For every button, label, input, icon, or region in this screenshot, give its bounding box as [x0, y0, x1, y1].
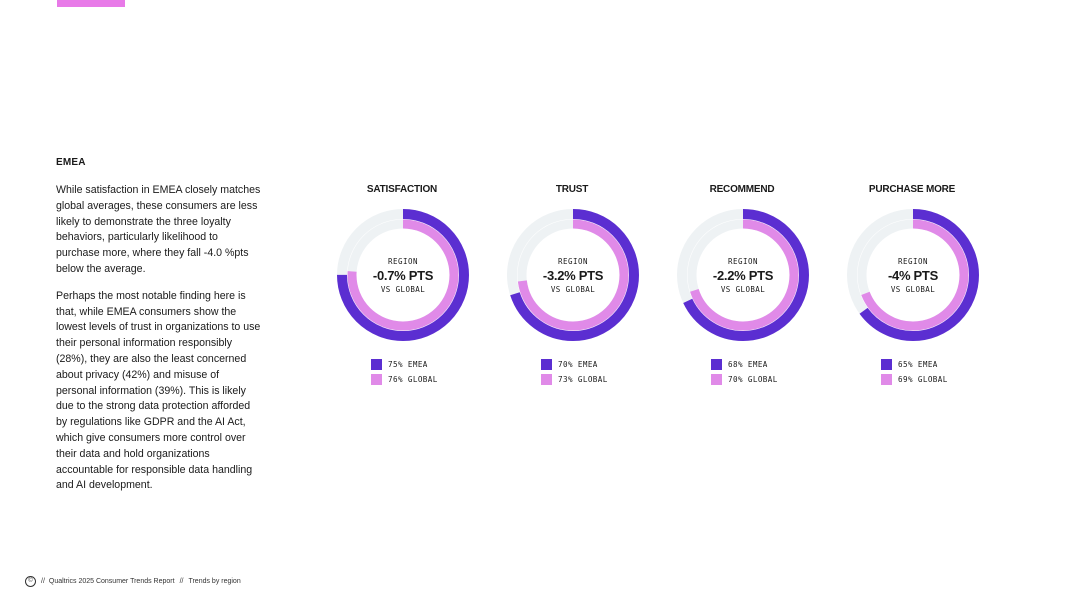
donut-center: REGION -0.7% PTS VS GLOBAL: [336, 208, 470, 342]
center-top-label: REGION: [557, 256, 589, 266]
swatch-global: [881, 374, 892, 385]
global-arc: [347, 219, 459, 331]
emea-arc: [507, 209, 639, 341]
legend: 75% EMEA 76% GLOBAL: [371, 357, 438, 387]
legend-global: 69% GLOBAL: [881, 372, 948, 387]
chart-title: PURCHASE MORE: [868, 184, 956, 195]
swatch-emea: [371, 359, 382, 370]
accent-bar: [57, 0, 125, 7]
global-arc: [687, 219, 799, 331]
chart-satisfaction: SATISFACTION REGION -0.7% PTS VS GLOBAL …: [322, 180, 482, 395]
legend-emea: 75% EMEA: [371, 357, 438, 372]
donut-center: REGION -2.2% PTS VS GLOBAL: [676, 208, 810, 342]
center-value: -0.7% PTS: [372, 267, 434, 283]
footer-separator: //: [41, 578, 45, 585]
legend-emea: 68% EMEA: [711, 357, 778, 372]
donut-charts: SATISFACTION REGION -0.7% PTS VS GLOBAL …: [322, 180, 1002, 400]
body-copy: While satisfaction in EMEA closely match…: [56, 183, 261, 505]
swatch-global: [711, 374, 722, 385]
center-top-label: REGION: [387, 256, 419, 266]
copyright-icon: ©: [25, 576, 36, 587]
donut-center: REGION -4% PTS VS GLOBAL: [846, 208, 980, 342]
legend-label-emea: 75% EMEA: [388, 360, 428, 369]
chart-title: SATISFACTION: [366, 184, 438, 195]
center-bottom-label: VS GLOBAL: [890, 284, 936, 294]
swatch-emea: [881, 359, 892, 370]
legend-label-emea: 68% EMEA: [728, 360, 768, 369]
donut-svg: [507, 209, 639, 341]
swatch-emea: [711, 359, 722, 370]
legend-label-global: 73% GLOBAL: [558, 375, 608, 384]
donut-svg: [677, 209, 809, 341]
emea-arc: [847, 209, 979, 341]
legend-emea: 65% EMEA: [881, 357, 948, 372]
center-bottom-label: VS GLOBAL: [720, 284, 766, 294]
legend-label-emea: 65% EMEA: [898, 360, 938, 369]
center-top-label: REGION: [727, 256, 759, 266]
center-value: -2.2% PTS: [712, 267, 774, 283]
center-value: -3.2% PTS: [542, 267, 604, 283]
section-heading: EMEA: [56, 157, 86, 168]
footer: © // Qualtrics 2025 Consumer Trends Repo…: [25, 576, 241, 587]
center-bottom-label: VS GLOBAL: [550, 284, 596, 294]
paragraph: While satisfaction in EMEA closely match…: [56, 184, 261, 275]
legend-global: 73% GLOBAL: [541, 372, 608, 387]
swatch-global: [541, 374, 552, 385]
chart-title: TRUST: [555, 184, 589, 195]
global-arc: [857, 219, 969, 331]
legend-label-global: 69% GLOBAL: [898, 375, 948, 384]
legend-label-global: 76% GLOBAL: [388, 375, 438, 384]
chart-trust: TRUST REGION -3.2% PTS VS GLOBAL 70% EME…: [492, 180, 652, 395]
swatch-emea: [541, 359, 552, 370]
legend: 65% EMEA 69% GLOBAL: [881, 357, 948, 387]
footer-section: Trends by region: [188, 578, 241, 585]
center-value: -4% PTS: [888, 267, 938, 283]
donut-center: REGION -3.2% PTS VS GLOBAL: [506, 208, 640, 342]
donut: [336, 208, 470, 342]
legend-emea: 70% EMEA: [541, 357, 608, 372]
paragraph: Perhaps the most notable finding here is…: [56, 289, 261, 492]
footer-report: Qualtrics 2025 Consumer Trends Report: [48, 578, 175, 585]
center-top-label: REGION: [897, 256, 929, 266]
donut: [506, 208, 640, 342]
donut: [676, 208, 810, 342]
footer-separator: //: [179, 578, 184, 585]
donut-svg: [337, 209, 469, 341]
emea-arc: [677, 209, 809, 341]
chart-title: RECOMMEND: [709, 184, 775, 195]
swatch-global: [371, 374, 382, 385]
donut: [846, 208, 980, 342]
chart-recommend: RECOMMEND REGION -2.2% PTS VS GLOBAL 68%…: [662, 180, 822, 395]
legend-global: 76% GLOBAL: [371, 372, 438, 387]
donut-svg: [847, 209, 979, 341]
legend: 68% EMEA 70% GLOBAL: [711, 357, 778, 387]
legend-global: 70% GLOBAL: [711, 372, 778, 387]
emea-arc: [337, 209, 469, 341]
legend-label-global: 70% GLOBAL: [728, 375, 778, 384]
legend-label-emea: 70% EMEA: [558, 360, 598, 369]
global-arc: [517, 219, 629, 331]
center-bottom-label: VS GLOBAL: [380, 284, 426, 294]
legend: 70% EMEA 73% GLOBAL: [541, 357, 608, 387]
chart-purchase-more: PURCHASE MORE REGION -4% PTS VS GLOBAL 6…: [832, 180, 992, 395]
